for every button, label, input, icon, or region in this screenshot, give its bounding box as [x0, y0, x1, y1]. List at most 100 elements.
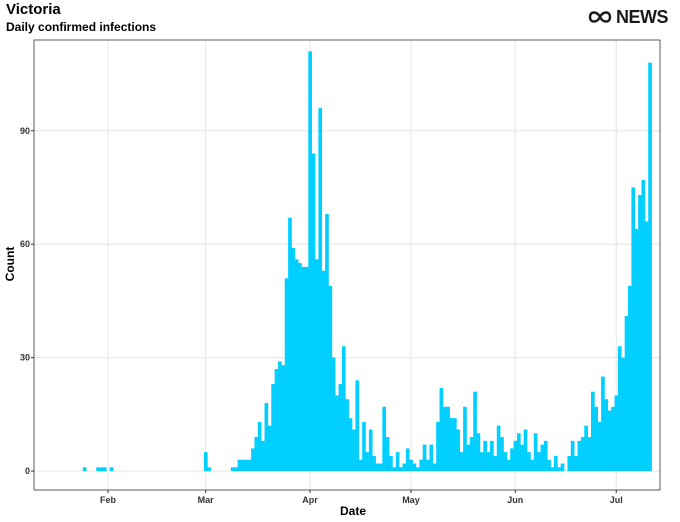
bar	[557, 467, 562, 472]
bar	[611, 406, 615, 472]
bar	[244, 459, 249, 472]
chart-subtitle: Daily confirmed infections	[6, 20, 157, 34]
y-tick-label: 0	[25, 466, 30, 476]
bar	[503, 452, 508, 472]
bar	[335, 395, 339, 472]
bar	[254, 437, 259, 472]
bar	[99, 467, 104, 472]
bar	[308, 51, 312, 472]
bar	[570, 440, 575, 472]
bar	[261, 440, 265, 472]
y-tick-label: 90	[20, 126, 30, 136]
bar	[631, 187, 636, 472]
abc-ribbon-icon	[588, 11, 612, 23]
bar	[574, 455, 578, 472]
bar	[500, 437, 504, 472]
x-tick-label: Apr	[302, 495, 318, 505]
bar	[412, 463, 417, 472]
y-axis-ticks: 0 30 60 90	[20, 126, 34, 476]
bar	[560, 463, 565, 472]
bar-series	[82, 51, 652, 472]
logo-text: NEWS	[616, 6, 669, 27]
bar	[278, 361, 282, 472]
bar	[237, 459, 242, 472]
bar	[96, 467, 100, 472]
bar	[341, 346, 346, 472]
bar	[294, 259, 299, 472]
abc-news-logo: NEWS	[588, 6, 669, 28]
bar	[530, 459, 535, 472]
bar	[614, 395, 619, 472]
bar	[395, 452, 400, 472]
bar	[510, 448, 514, 472]
bar	[338, 384, 343, 472]
bar	[550, 467, 555, 472]
bar	[284, 278, 289, 472]
bar	[520, 444, 524, 472]
x-tick-label: Feb	[100, 495, 117, 505]
bar	[82, 467, 87, 472]
bar	[537, 452, 541, 472]
bar	[617, 346, 622, 472]
x-axis-label: Date	[340, 504, 366, 518]
panel-border	[33, 39, 661, 491]
x-axis-ticks: Feb Mar Apr May Jun Jul	[100, 490, 623, 505]
bar	[304, 266, 309, 472]
y-axis-label: Count	[3, 247, 17, 282]
x-tick-label: Jun	[507, 495, 523, 505]
y-tick-label: 30	[20, 353, 30, 363]
bar	[644, 221, 649, 472]
bar	[318, 108, 323, 472]
x-tick-label: Jul	[610, 495, 623, 505]
bar	[527, 452, 531, 472]
bar	[311, 153, 316, 472]
bar	[429, 444, 434, 472]
bar	[567, 455, 572, 472]
bar	[267, 425, 272, 472]
bar	[264, 403, 269, 472]
bar	[328, 285, 333, 472]
x-tick-label: Mar	[198, 495, 215, 505]
bar	[355, 380, 360, 472]
bar	[553, 455, 558, 472]
bar	[325, 213, 329, 472]
bar	[274, 368, 279, 472]
bar	[446, 406, 450, 472]
bar	[382, 406, 387, 472]
bar	[109, 467, 114, 472]
bar	[415, 467, 420, 472]
bar	[402, 463, 407, 472]
bar	[591, 391, 595, 472]
bar	[422, 444, 427, 472]
bar	[102, 467, 107, 472]
bar	[473, 391, 477, 472]
bar	[479, 452, 484, 472]
bar	[240, 459, 245, 472]
bar	[584, 425, 588, 472]
bar	[436, 421, 440, 472]
bar	[291, 247, 296, 472]
bar	[426, 459, 430, 472]
bar	[348, 418, 353, 472]
bar	[362, 421, 366, 472]
bar	[203, 452, 208, 472]
x-tick-label: May	[402, 495, 420, 505]
bar	[601, 376, 605, 472]
bar	[453, 418, 457, 472]
bar	[288, 217, 292, 472]
bar	[442, 406, 447, 472]
bar	[439, 387, 444, 472]
bar	[321, 270, 326, 472]
bar	[358, 459, 363, 472]
bar	[466, 444, 471, 472]
bar	[493, 455, 498, 472]
bar	[207, 467, 211, 472]
bar	[540, 444, 545, 472]
bar	[496, 425, 501, 472]
y-tick-label: 60	[20, 239, 30, 249]
bar	[409, 459, 413, 472]
bar	[594, 406, 599, 472]
bar	[516, 433, 521, 472]
bar	[271, 384, 275, 472]
